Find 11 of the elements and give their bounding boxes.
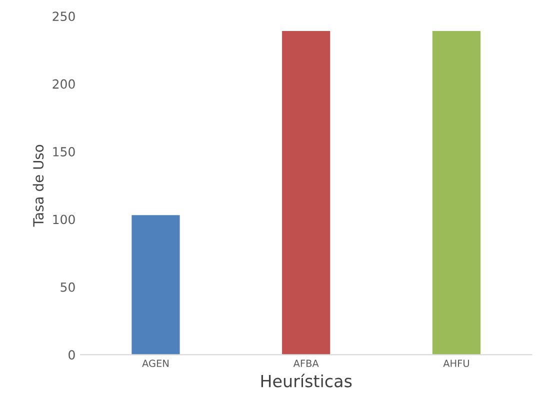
x-tick-label: AFBA <box>293 360 319 367</box>
y-tick-label: 200 <box>52 79 75 89</box>
y-axis-title: Tasa de Uso <box>32 144 44 227</box>
x-tick-label: AGEN <box>142 360 168 368</box>
y-tick-label: 50 <box>60 282 75 292</box>
y-tick-label: 250 <box>52 12 75 22</box>
y-tick-label: 100 <box>53 214 75 224</box>
x-axis-title: Heurísticas <box>261 374 352 388</box>
y-tick-label: 150 <box>53 147 75 156</box>
y-tick-label: 0 <box>68 350 75 360</box>
x-tick-label: AHFU <box>443 360 469 368</box>
